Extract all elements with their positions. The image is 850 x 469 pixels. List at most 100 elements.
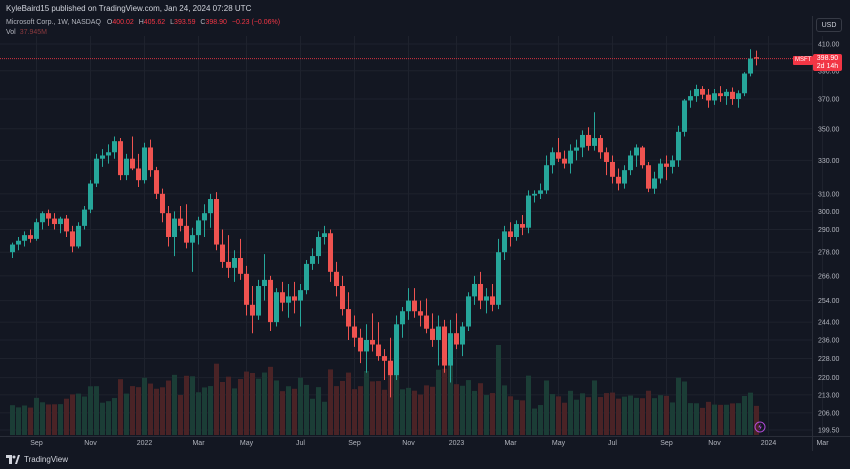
candle[interactable] [574,139,579,161]
candle[interactable] [46,209,51,226]
candle[interactable] [154,166,159,200]
candle[interactable] [82,206,87,230]
candle[interactable] [112,136,117,159]
candle[interactable] [328,229,333,282]
candle[interactable] [184,204,189,249]
candle[interactable] [748,49,753,77]
candle[interactable] [544,155,549,194]
candle[interactable] [598,134,603,159]
candle[interactable] [256,279,261,320]
candle[interactable] [352,315,357,347]
candle[interactable] [496,238,501,310]
candle[interactable] [442,319,447,373]
candles[interactable] [10,49,759,398]
candle[interactable] [118,138,123,181]
candle[interactable] [694,84,699,102]
candle[interactable] [40,211,45,230]
candle[interactable] [580,130,585,158]
candle[interactable] [364,324,369,373]
candle[interactable] [202,204,207,237]
candle[interactable] [238,238,243,280]
candle[interactable] [436,315,441,366]
candle[interactable] [298,283,303,327]
candle[interactable] [136,153,141,187]
candle[interactable] [514,220,519,241]
candle[interactable] [304,259,309,295]
candle[interactable] [472,275,477,305]
candle[interactable] [508,222,513,247]
candle[interactable] [58,216,63,234]
candle[interactable] [454,313,459,350]
candle[interactable] [268,275,273,331]
candle[interactable] [142,142,147,184]
candle[interactable] [76,222,81,249]
candle[interactable] [250,286,255,334]
candle[interactable] [16,236,21,251]
candle[interactable] [394,315,399,381]
candle[interactable] [292,281,297,314]
candle[interactable] [310,248,315,270]
candle[interactable] [262,254,267,301]
candle[interactable] [460,322,465,357]
currency-button[interactable]: USD [816,18,842,32]
candle[interactable] [634,144,639,167]
candle[interactable] [88,180,93,214]
candle[interactable] [322,225,327,245]
candle[interactable] [604,147,609,176]
candle[interactable] [334,261,339,297]
candle[interactable] [388,337,393,398]
candle[interactable] [22,231,27,247]
candle[interactable] [370,313,375,352]
candle[interactable] [196,216,201,245]
candle[interactable] [676,125,681,167]
candle[interactable] [646,161,651,193]
candle[interactable] [244,265,249,316]
candle[interactable] [220,229,225,268]
candle[interactable] [382,349,387,381]
candle[interactable] [730,87,735,105]
candle[interactable] [10,242,15,259]
candle[interactable] [550,147,555,174]
candle[interactable] [592,112,597,151]
candle[interactable] [562,150,567,169]
candle[interactable] [64,214,69,237]
candle[interactable] [52,213,57,230]
candle[interactable] [430,313,435,347]
candle[interactable] [664,155,669,181]
candle[interactable] [736,90,741,108]
candle[interactable] [232,250,237,282]
candle[interactable] [148,139,153,177]
candle[interactable] [286,283,291,318]
candle[interactable] [418,300,423,327]
candle[interactable] [160,188,165,223]
lightning-icon[interactable] [754,421,766,433]
candle[interactable] [172,211,177,257]
candle[interactable] [640,145,645,169]
candle[interactable] [706,88,711,108]
candle[interactable] [484,288,489,314]
candle[interactable] [178,206,183,232]
candle[interactable] [532,190,537,203]
candle[interactable] [670,155,675,174]
candle[interactable] [622,165,627,189]
candle[interactable] [610,155,615,184]
candle[interactable] [340,275,345,316]
candle[interactable] [226,235,231,278]
candle[interactable] [658,158,663,184]
candle[interactable] [400,306,405,338]
candle[interactable] [538,183,543,200]
candle[interactable] [466,292,471,331]
candle[interactable] [412,288,417,318]
candle[interactable] [448,319,453,383]
candle[interactable] [106,144,111,164]
candle[interactable] [28,229,33,243]
candle[interactable] [502,225,507,260]
candle[interactable] [34,218,39,241]
candle[interactable] [280,281,285,312]
candle[interactable] [70,225,75,253]
candle[interactable] [556,138,561,162]
candle[interactable] [376,322,381,361]
candle[interactable] [712,88,717,105]
brand[interactable]: TradingView [6,455,68,464]
